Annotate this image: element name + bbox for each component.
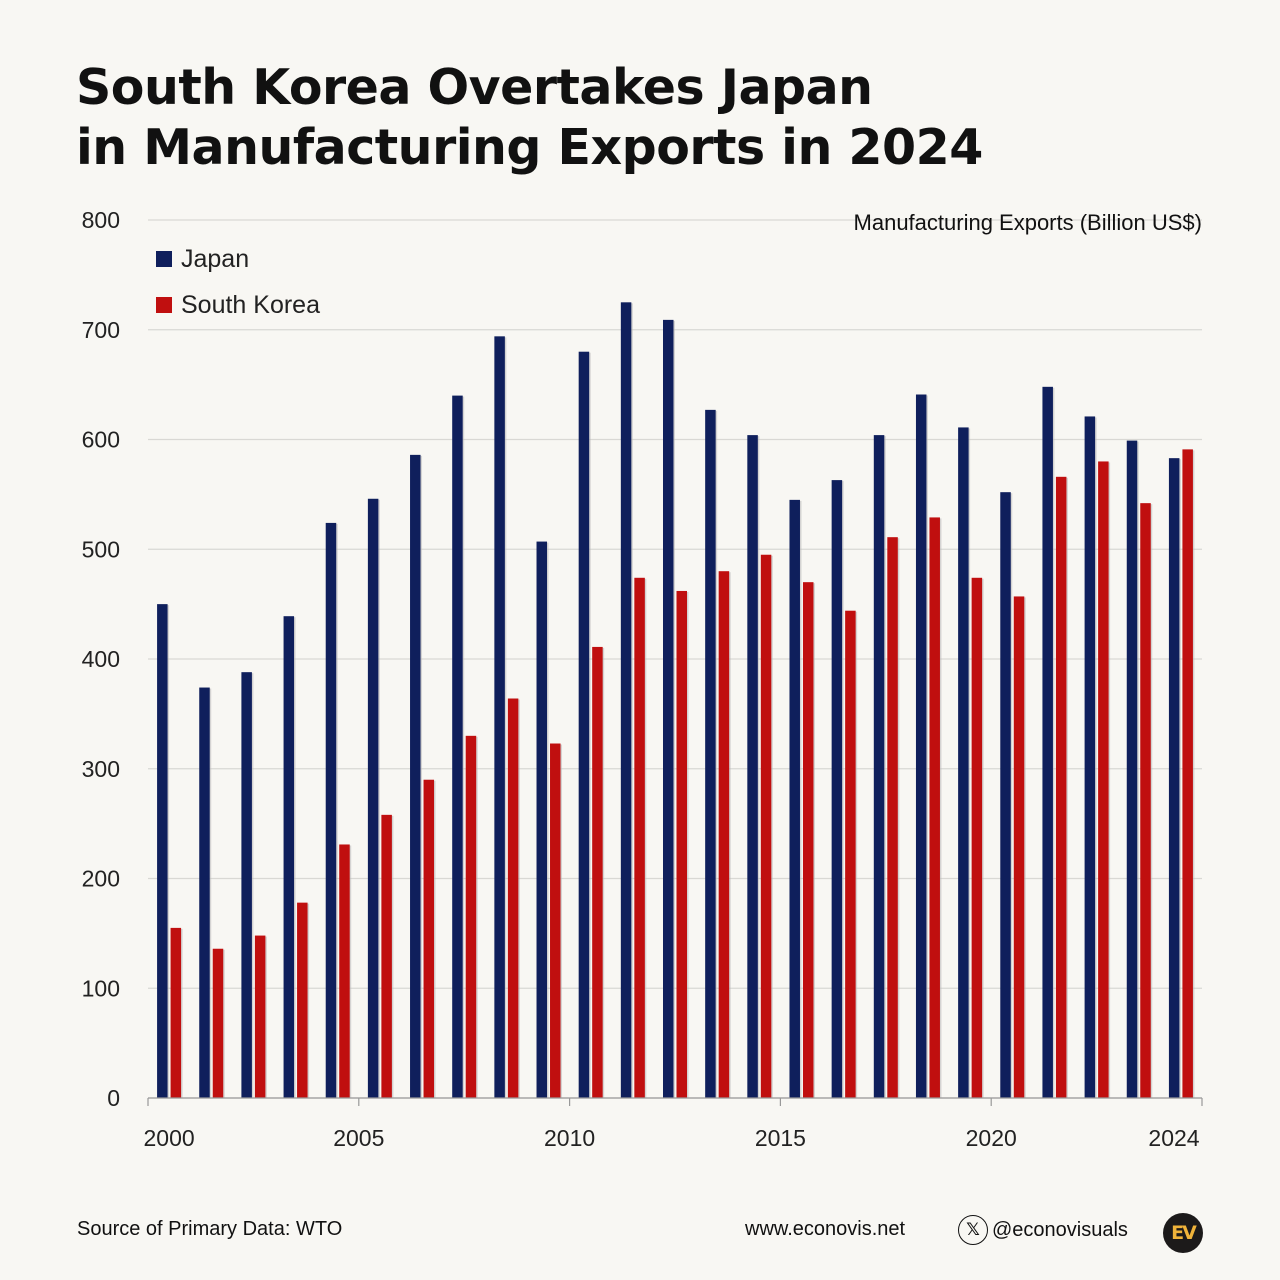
bar-japan-2004 (325, 522, 337, 1098)
x-tick-label-2024: 2024 (1148, 1125, 1199, 1151)
econovis-logo: EV (1163, 1213, 1203, 1253)
source-note: Source of Primary Data: WTO (77, 1218, 343, 1240)
bar-south-korea-2002 (254, 935, 266, 1098)
bar-south-korea-2000 (170, 927, 182, 1098)
x-tick-label-2020: 2020 (966, 1125, 1017, 1151)
social-handle-text: @econovisuals (992, 1218, 1128, 1241)
y-tick-label-100: 100 (82, 975, 120, 1001)
bar-japan-2017 (873, 435, 885, 1098)
y-tick-label-600: 600 (82, 427, 120, 453)
bar-south-korea-2008 (507, 698, 519, 1098)
bar-japan-2003 (283, 616, 295, 1098)
legend-swatch-1 (156, 297, 172, 313)
x-logo-icon: 𝕏 (958, 1215, 988, 1245)
bar-japan-2022 (1084, 416, 1096, 1098)
y-axis-label: Manufacturing Exports (Billion US$) (854, 210, 1202, 235)
bar-south-korea-2014 (760, 554, 772, 1098)
bar-japan-2018 (915, 394, 927, 1098)
title-line-1: South Korea Overtakes Japan (76, 59, 873, 116)
legend-label-0: Japan (181, 245, 249, 273)
bar-japan-2011 (620, 302, 632, 1098)
x-tick-label-2000: 2000 (143, 1125, 194, 1151)
bar-japan-2013 (705, 409, 716, 1098)
y-tick-label-300: 300 (82, 756, 120, 782)
bar-japan-2002 (241, 672, 252, 1098)
x-tick-label-2005: 2005 (333, 1125, 384, 1151)
bar-south-korea-2023 (1140, 503, 1151, 1098)
bar-south-korea-2009 (550, 743, 561, 1098)
bar-south-korea-2019 (971, 577, 983, 1098)
bar-south-korea-2021 (1055, 476, 1067, 1098)
y-tick-label-400: 400 (82, 646, 120, 672)
bar-south-korea-2005 (381, 814, 392, 1098)
bar-south-korea-2012 (676, 590, 687, 1098)
chart-title: South Korea Overtakes Japan in Manufactu… (76, 58, 1176, 178)
y-tick-label-800: 800 (82, 207, 120, 233)
bar-south-korea-2018 (929, 517, 940, 1098)
x-tick-label-2015: 2015 (755, 1125, 806, 1151)
bar-japan-2020 (1000, 492, 1011, 1098)
bar-japan-2010 (578, 351, 590, 1098)
bar-japan-2009 (536, 541, 548, 1098)
bar-japan-2023 (1126, 440, 1138, 1098)
bar-south-korea-2010 (592, 646, 603, 1098)
bar-japan-2012 (663, 319, 674, 1098)
bar-south-korea-2016 (845, 610, 856, 1098)
bar-south-korea-2006 (423, 779, 435, 1098)
bar-japan-2005 (367, 498, 379, 1098)
bar-south-korea-2007 (465, 735, 477, 1098)
bar-japan-2015 (789, 499, 800, 1098)
bar-japan-2008 (494, 336, 505, 1099)
bar-japan-2021 (1042, 386, 1053, 1098)
bar-south-korea-2004 (339, 844, 350, 1098)
y-tick-label-200: 200 (82, 866, 120, 892)
y-tick-label-500: 500 (82, 536, 120, 562)
bar-japan-2001 (199, 687, 210, 1098)
bar-japan-2006 (410, 454, 421, 1098)
y-tick-label-0: 0 (107, 1085, 120, 1111)
bar-japan-2016 (831, 480, 843, 1098)
social-handle[interactable]: 𝕏 @econovisuals (958, 1215, 1128, 1245)
legend-swatch-0 (156, 251, 172, 267)
bar-south-korea-2017 (887, 537, 898, 1098)
title-line-2: in Manufacturing Exports in 2024 (76, 119, 983, 176)
bar-japan-2007 (452, 395, 463, 1099)
bar-japan-2024 (1168, 458, 1180, 1099)
bar-south-korea-2003 (297, 902, 308, 1098)
y-tick-label-700: 700 (82, 317, 120, 343)
bar-japan-2000 (157, 604, 168, 1098)
bar-japan-2014 (747, 435, 758, 1098)
legend-label-1: South Korea (181, 291, 320, 319)
bar-japan-2019 (958, 427, 969, 1098)
bar-south-korea-2015 (802, 582, 814, 1098)
bar-south-korea-2013 (718, 571, 730, 1098)
bar-south-korea-2011 (634, 577, 645, 1098)
bar-south-korea-2001 (212, 948, 224, 1098)
bar-south-korea-2024 (1182, 449, 1193, 1098)
bar-south-korea-2020 (1013, 596, 1025, 1098)
website-link[interactable]: www.econovis.net (745, 1218, 906, 1240)
x-tick-label-2010: 2010 (544, 1125, 595, 1151)
bar-south-korea-2022 (1098, 461, 1109, 1098)
